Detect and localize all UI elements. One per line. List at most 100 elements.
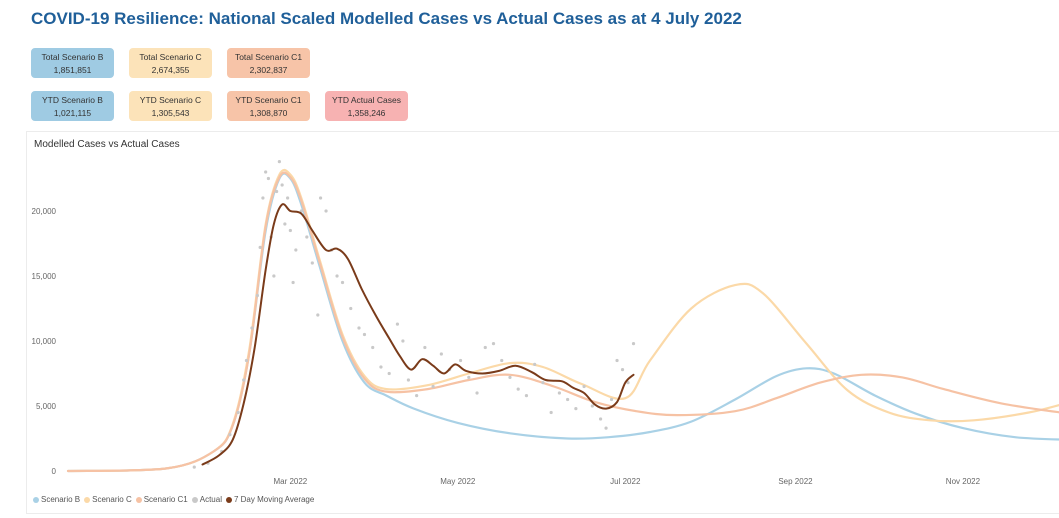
point-actual — [615, 358, 619, 363]
point-actual — [379, 365, 383, 369]
point-actual — [264, 170, 268, 174]
point-actual — [272, 274, 276, 278]
point-actual — [609, 397, 614, 402]
point-actual — [604, 426, 608, 430]
point-actual — [288, 228, 292, 233]
point-actual — [242, 378, 246, 382]
series-line-scenario-c1 — [66, 171, 1059, 473]
point-actual — [294, 248, 298, 252]
point-actual — [335, 274, 339, 278]
chart-title: Modelled Cases vs Actual Cases — [34, 139, 180, 150]
y-tick-label: 20,000 — [32, 207, 57, 216]
point-actual — [582, 384, 586, 389]
card-value: 2,674,355 — [151, 65, 190, 75]
point-actual — [533, 362, 537, 366]
point-actual — [590, 404, 594, 408]
point-actual — [310, 261, 314, 265]
point-actual — [283, 222, 287, 226]
point-actual — [524, 394, 529, 398]
point-actual — [557, 391, 561, 395]
point-actual — [401, 339, 405, 343]
card-label: Total Scenario B — [41, 52, 104, 62]
point-actual — [549, 410, 553, 415]
point-actual — [631, 342, 636, 346]
legend-label: Actual — [199, 495, 222, 504]
legend-marker — [84, 496, 91, 503]
card-value: 2,302,837 — [249, 65, 288, 75]
point-actual — [620, 368, 625, 372]
point-actual — [305, 235, 309, 239]
point-actual — [357, 326, 361, 330]
point-actual — [475, 391, 479, 395]
point-actual — [467, 375, 471, 379]
card-label: YTD Scenario B — [42, 95, 103, 105]
card-label: YTD Scenario C — [139, 95, 202, 105]
card-value: 1,358,246 — [347, 108, 386, 118]
point-actual — [228, 433, 232, 437]
y-tick-label: 10,000 — [32, 337, 57, 346]
series-line-7-day-moving-average — [201, 203, 635, 466]
legend-item-scenario-c[interactable]: Scenario C — [84, 495, 132, 504]
point-actual — [192, 465, 196, 469]
card-label: Total Scenario C — [139, 52, 202, 62]
card-total-scenario-c1: Total Scenario C1 2,302,837 — [227, 48, 310, 78]
point-actual — [266, 176, 270, 181]
point-actual — [255, 293, 260, 298]
point-actual — [236, 410, 240, 415]
legend-item-actual[interactable]: Actual — [191, 495, 222, 504]
x-tick-label: Sep 2022 — [778, 477, 813, 486]
point-actual — [261, 196, 265, 200]
point-actual — [362, 332, 367, 337]
point-actual — [244, 358, 249, 363]
card-total-scenario-c: Total Scenario C 2,674,355 — [129, 48, 212, 78]
point-actual — [286, 196, 290, 200]
card-ytd-scenario-b: YTD Scenario B 1,021,115 — [31, 91, 114, 121]
point-actual — [508, 375, 512, 379]
point-actual — [371, 345, 375, 350]
point-actual — [277, 160, 281, 164]
x-tick-label: Nov 2022 — [946, 477, 981, 486]
chart-legend: Scenario B Scenario C Scenario C1 Actual… — [33, 495, 318, 504]
card-ytd-actual-cases: YTD Actual Cases 1,358,246 — [325, 91, 408, 121]
point-actual — [491, 342, 496, 346]
card-value: 1,851,851 — [53, 65, 92, 75]
point-actual — [349, 306, 353, 311]
point-actual — [423, 345, 427, 350]
y-tick-label: 5,000 — [36, 402, 57, 411]
card-ytd-scenario-c1: YTD Scenario C1 1,308,870 — [227, 91, 310, 121]
legend-label: Scenario C — [92, 495, 132, 504]
point-actual — [541, 381, 545, 385]
legend-item-scenario-c1[interactable]: Scenario C1 — [135, 495, 188, 504]
point-actual — [258, 245, 262, 249]
legend-item-scenario-b[interactable]: Scenario B — [33, 495, 80, 504]
card-ytd-scenario-c: YTD Scenario C 1,305,543 — [129, 91, 212, 121]
chart-panel — [26, 131, 1059, 514]
point-actual — [406, 378, 411, 382]
point-actual — [439, 352, 443, 356]
series-line-scenario-c — [66, 168, 1059, 473]
point-actual — [318, 196, 323, 200]
legend-label: Scenario B — [41, 495, 81, 504]
point-actual — [566, 397, 570, 402]
y-tick-label: 0 — [52, 467, 57, 476]
point-actual — [299, 209, 303, 213]
x-tick-label: Mar 2022 — [273, 477, 307, 486]
legend-label: 7 Day Moving Average — [233, 495, 315, 504]
point-actual — [483, 345, 487, 350]
point-actual — [280, 183, 284, 187]
legend-marker — [135, 496, 142, 503]
card-label: YTD Scenario C1 — [235, 95, 302, 105]
page-title: COVID-19 Resilience: National Scaled Mod… — [31, 9, 742, 28]
point-actual — [458, 358, 463, 363]
point-actual — [574, 407, 578, 411]
point-actual — [387, 371, 391, 376]
legend-marker — [225, 496, 232, 503]
point-actual — [431, 384, 435, 389]
series-line-scenario-b — [66, 172, 1059, 473]
card-label: Total Scenario C1 — [234, 52, 303, 62]
point-actual — [500, 358, 504, 363]
card-total-scenario-b: Total Scenario B 1,851,851 — [31, 48, 114, 78]
card-value: 1,305,543 — [151, 108, 190, 118]
legend-item-7-day-moving-average[interactable]: 7 Day Moving Average — [225, 495, 315, 504]
